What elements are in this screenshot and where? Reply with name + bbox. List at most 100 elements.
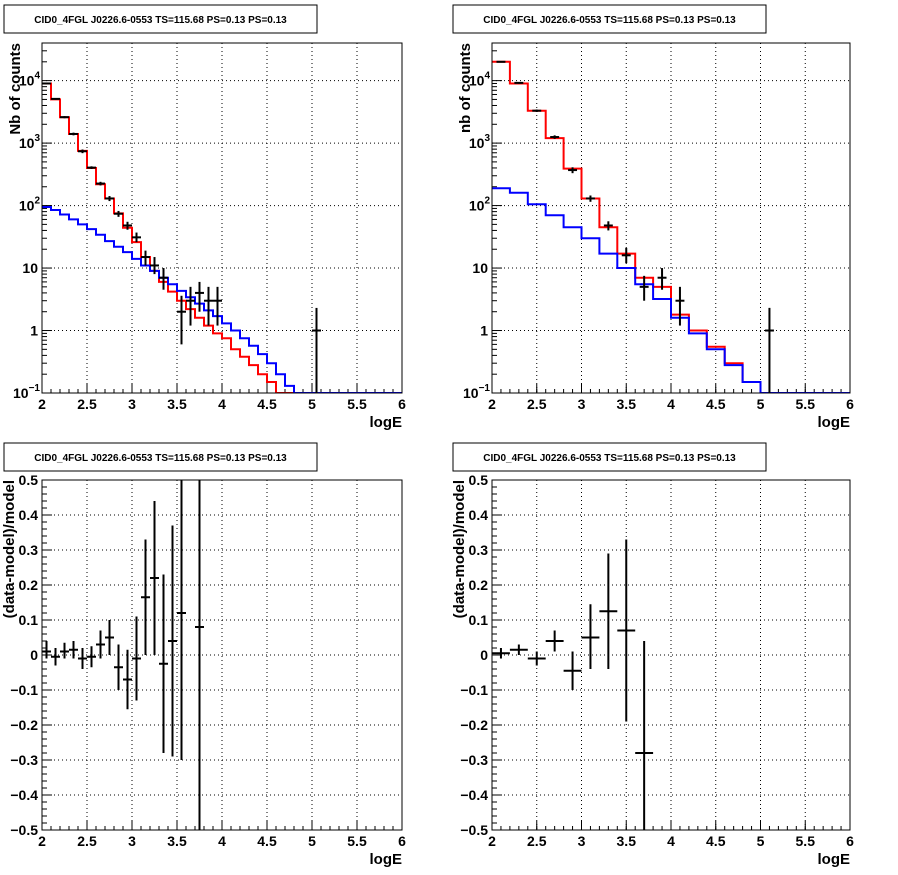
- data-point: [42, 82, 51, 85]
- plot-area: [42, 82, 402, 393]
- x-tick-label: 2: [488, 833, 496, 849]
- y-tick-label: 10: [472, 260, 488, 276]
- data-point: [51, 97, 60, 100]
- x-tick-label: 3: [128, 396, 136, 412]
- x-tick-label: 4: [667, 833, 675, 849]
- y-tick-label: 0.3: [469, 542, 489, 558]
- y-tick-label: 10−1: [13, 383, 40, 401]
- data-point: [105, 196, 114, 202]
- data-point: [312, 307, 321, 393]
- x-tick-label: 4.5: [706, 833, 726, 849]
- data-point: [204, 286, 213, 326]
- data-point: [123, 221, 132, 230]
- y-tick-label: −0.5: [460, 822, 488, 838]
- y-tick-label: 0.4: [19, 507, 39, 523]
- data-point: [87, 166, 96, 169]
- data-point: [87, 646, 96, 668]
- x-axis-label: logE: [818, 851, 851, 868]
- x-axis-label: logE: [370, 414, 403, 431]
- data-point: [132, 616, 141, 701]
- chart-title-box: [452, 4, 767, 34]
- data-point: [177, 295, 186, 345]
- x-axis-label: logE: [370, 851, 403, 868]
- data-point: [69, 641, 78, 659]
- y-tick-label: 1: [30, 323, 38, 339]
- data-point: [114, 210, 123, 217]
- grid-lines: [42, 480, 402, 830]
- y-tick-label: 1: [480, 323, 488, 339]
- x-tick-label: 3.5: [617, 833, 637, 849]
- plot-frame: [491, 479, 851, 831]
- chart-title-box: [3, 4, 318, 34]
- y-tick-label: 0.5: [19, 472, 39, 488]
- y-tick-label: 0.5: [469, 472, 489, 488]
- data-point: [599, 553, 618, 669]
- data-point: [621, 247, 631, 264]
- data-point: [492, 648, 510, 659]
- data-point: [78, 648, 87, 669]
- chart-panel-2: CID0_4FGL J0226.6-0553 TS=115.68 PS=0.13…: [452, 4, 854, 431]
- data-point: [195, 480, 204, 830]
- x-tick-label: 2: [38, 396, 46, 412]
- data-point: [635, 641, 654, 830]
- y-tick-label: 0: [30, 647, 38, 663]
- y-tick-label: 0: [480, 647, 488, 663]
- data-point: [168, 525, 177, 757]
- data-point: [514, 81, 524, 84]
- x-tick-label: 6: [398, 396, 406, 412]
- grid-lines: [492, 480, 850, 830]
- y-tick-label: 10: [22, 260, 38, 276]
- y-tick-label: −0.4: [10, 787, 38, 803]
- plot-area: [492, 60, 850, 393]
- data-point: [159, 268, 168, 290]
- data-point: [150, 501, 159, 655]
- data-point: [105, 620, 114, 655]
- plot-frame: [41, 42, 403, 394]
- x-tick-label: 5.5: [796, 396, 816, 412]
- data-point: [568, 167, 578, 174]
- x-tick-label: 4.5: [257, 833, 277, 849]
- y-tick-label: 0.4: [469, 507, 489, 523]
- data-point: [764, 307, 774, 393]
- x-tick-label: 3: [578, 833, 586, 849]
- y-tick-label: 0.3: [19, 542, 39, 558]
- data-point: [545, 630, 564, 652]
- x-tick-label: 4: [218, 396, 226, 412]
- data-point: [675, 286, 685, 326]
- data-point: [141, 539, 150, 655]
- x-tick-label: 5.5: [347, 396, 367, 412]
- data-point: [617, 539, 636, 722]
- x-tick-label: 6: [846, 833, 854, 849]
- data-point: [132, 232, 141, 243]
- chart-title-box: [3, 442, 318, 472]
- data-point: [96, 630, 105, 659]
- chart-title: CID0_4FGL J0226.6-0553 TS=115.68 PS=0.13…: [483, 15, 736, 26]
- x-tick-label: 3.5: [617, 396, 637, 412]
- y-tick-label: 0.1: [19, 612, 39, 628]
- x-tick-label: 3: [128, 833, 136, 849]
- x-tick-label: 5: [757, 396, 765, 412]
- x-axis-label: logE: [818, 414, 851, 431]
- x-tick-label: 4.5: [257, 396, 277, 412]
- y-axis-label: Nb of counts: [7, 43, 24, 135]
- chart-title: CID0_4FGL J0226.6-0553 TS=115.68 PS=0.13…: [34, 453, 287, 464]
- y-tick-label: −0.3: [10, 752, 38, 768]
- data-point: [186, 286, 195, 326]
- x-tick-label: 6: [398, 833, 406, 849]
- chart-panel-1: CID0_4FGL J0226.6-0553 TS=115.68 PS=0.13…: [3, 4, 406, 431]
- y-axis-label: nb of counts: [457, 43, 474, 133]
- chart-title: CID0_4FGL J0226.6-0553 TS=115.68 PS=0.13…: [483, 453, 736, 464]
- x-tick-label: 5: [308, 396, 316, 412]
- data-point: [550, 135, 560, 139]
- y-tick-label: 0.1: [469, 612, 489, 628]
- grid-lines: [42, 43, 402, 393]
- x-tick-label: 3: [578, 396, 586, 412]
- y-tick-label: −0.4: [460, 787, 488, 803]
- plot-area: [492, 539, 654, 830]
- data-point: [78, 149, 87, 154]
- x-tick-label: 2: [38, 833, 46, 849]
- data-point: [532, 109, 542, 112]
- data-point: [141, 250, 150, 266]
- data-point: [96, 181, 105, 186]
